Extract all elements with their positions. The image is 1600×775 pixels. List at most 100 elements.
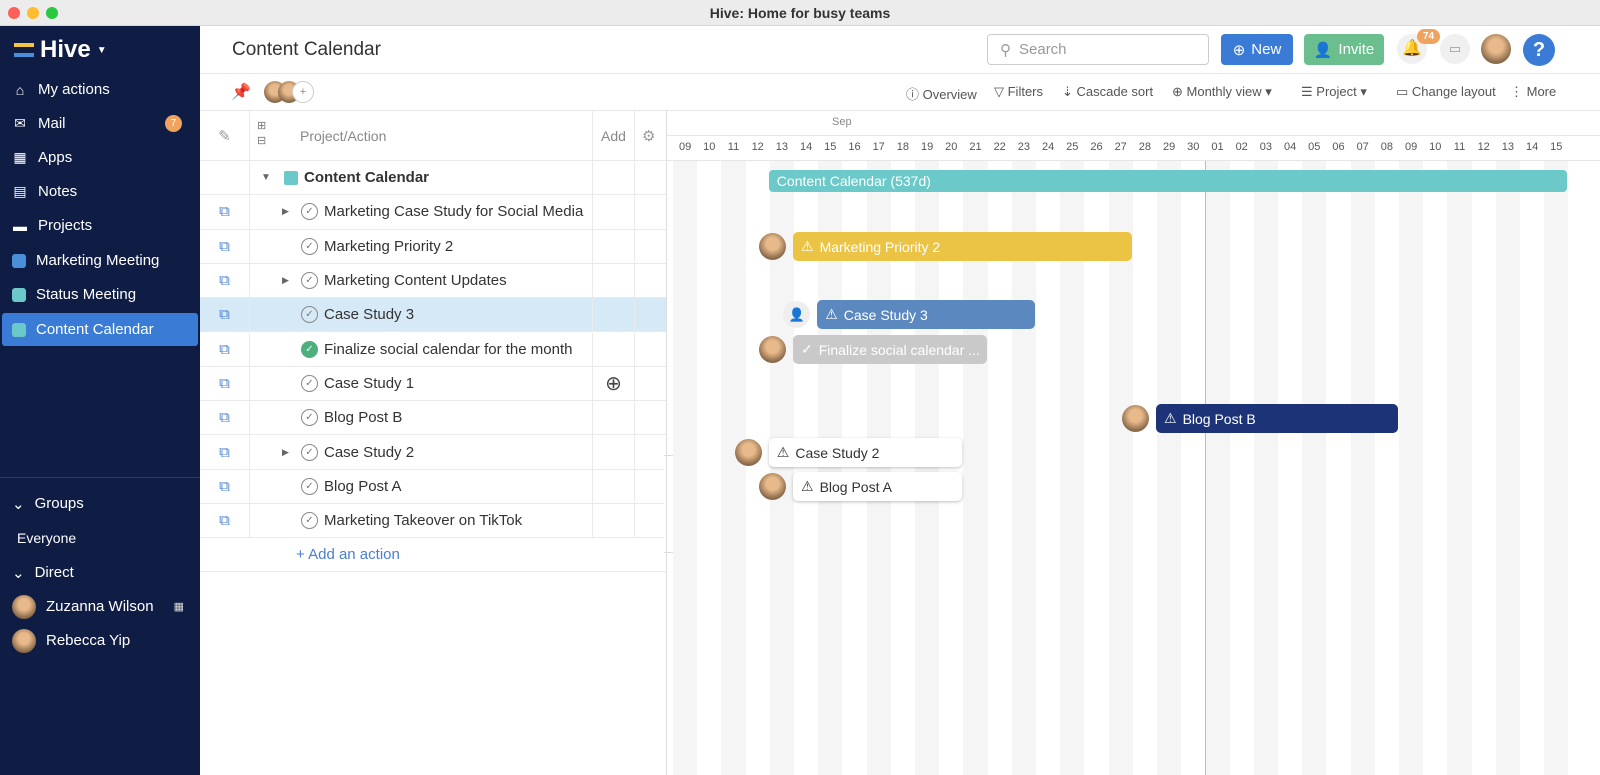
assignee-avatar[interactable] (759, 336, 786, 363)
table-row[interactable]: ⧉ ✓ Marketing Takeover on TikTok (200, 504, 666, 539)
settings-gear-icon[interactable]: ⚙ (642, 127, 656, 145)
open-action-icon[interactable]: ⧉ (200, 504, 250, 538)
action-name[interactable]: Case Study 3 (324, 306, 415, 324)
gantt-bar[interactable]: ⚠ Blog Post B (1156, 404, 1398, 433)
gantt-bar[interactable]: ✓ Finalize social calendar ... (793, 335, 987, 364)
pin-icon[interactable]: 📌 (231, 84, 251, 101)
open-action-icon[interactable]: ⧉ (200, 332, 250, 366)
table-row[interactable]: ⧉ ✓ Case Study 1 ⊕ (200, 366, 666, 402)
action-name[interactable]: Case Study 2 (324, 443, 415, 461)
sidebar-item-apps[interactable]: ▦ Apps (2, 141, 198, 174)
expand-icon[interactable]: ▶ (282, 275, 289, 286)
sidebar-divider[interactable] (0, 477, 200, 478)
sidebar-item-my-actions[interactable]: ⌂ My actions (2, 73, 198, 106)
open-action-icon[interactable]: ⧉ (200, 435, 250, 469)
action-name[interactable]: Marketing Takeover on TikTok (324, 512, 523, 530)
more-button[interactable]: ⋮ More (1510, 84, 1557, 99)
cascade-sort-button[interactable]: ⇣ Cascade sort (1062, 84, 1154, 99)
maximize-window-button[interactable] (46, 7, 58, 19)
assignee-avatar[interactable] (759, 233, 786, 260)
open-action-icon[interactable]: ⧉ (200, 298, 250, 332)
invite-button[interactable]: 👤 Invite (1304, 34, 1384, 65)
check-circle-icon[interactable]: ✓ (301, 374, 318, 392)
completed-check-icon[interactable]: ✓ (301, 340, 318, 358)
gantt-bar[interactable]: ⚠ Case Study 3 (817, 300, 1035, 329)
sidebar-item-projects[interactable]: ▬ Projects (2, 209, 198, 242)
gantt-bar[interactable]: ⚠ Blog Post A (793, 472, 963, 501)
table-row[interactable]: ⧉ ✓ Case Study 3 (200, 298, 666, 333)
check-circle-icon[interactable]: ✓ (301, 477, 318, 495)
unassigned-avatar-icon[interactable]: 👤 (783, 301, 811, 328)
gantt-bar[interactable]: ⚠ Marketing Priority 2 (793, 232, 1132, 261)
add-cell[interactable] (592, 229, 635, 263)
assignee-avatar[interactable] (759, 473, 786, 500)
add-action-row[interactable]: + Add an action (200, 538, 666, 573)
user-avatar[interactable] (1481, 34, 1511, 64)
minimize-window-button[interactable] (27, 7, 39, 19)
add-circle-icon[interactable]: ⊕ (605, 372, 622, 395)
project-dropdown[interactable]: ☰ Project ▾ (1301, 84, 1367, 99)
sidebar-item-content-calendar[interactable]: Content Calendar (2, 313, 198, 346)
check-circle-icon[interactable]: ✓ (301, 512, 318, 530)
action-name[interactable]: Finalize social calendar for the month (324, 340, 573, 358)
table-row[interactable]: ⧉ ✓ Finalize social calendar for the month (200, 332, 666, 367)
help-button[interactable]: ? (1523, 34, 1555, 66)
assignee-avatar[interactable] (1122, 405, 1149, 432)
new-button[interactable]: ⊕ New (1221, 34, 1293, 65)
open-action-icon[interactable]: ⧉ (200, 366, 250, 401)
add-cell[interactable]: ⊕ (592, 366, 635, 401)
expand-icon[interactable]: ▶ (282, 446, 289, 457)
check-circle-icon[interactable]: ✓ (301, 443, 318, 461)
sidebar-item-notes[interactable]: ▤ Notes (2, 175, 198, 208)
action-name[interactable]: Blog Post B (324, 409, 403, 427)
table-row[interactable]: ⧉ ▶ ✓ Case Study 2 (200, 435, 666, 470)
add-cell[interactable] (592, 401, 635, 435)
sidebar-item-status-meeting[interactable]: Status Meeting (2, 278, 198, 311)
gantt-bar[interactable]: Content Calendar (537d) (768, 170, 1568, 192)
table-row[interactable]: ⧉ ✓ Blog Post B (200, 401, 666, 436)
column-header-add[interactable]: Add (592, 111, 635, 160)
filters-button[interactable]: ▽ Filters (994, 84, 1043, 99)
add-cell[interactable] (592, 298, 635, 332)
change-layout-button[interactable]: ▭ Change layout (1396, 84, 1496, 99)
direct-item-zuzanna[interactable]: Zuzanna Wilson ▦ (2, 590, 198, 623)
open-action-icon[interactable]: ⧉ (200, 263, 250, 298)
table-row[interactable]: ⧉ ▶ ✓ Marketing Content Updates (200, 263, 666, 299)
sidebar-item-marketing-meeting[interactable]: Marketing Meeting (2, 244, 198, 277)
action-name[interactable]: Marketing Case Study for Social Media (324, 203, 584, 221)
expand-collapse-all-icon[interactable]: ⊞ ⊟ (257, 120, 267, 147)
add-cell[interactable] (592, 435, 635, 469)
expand-icon[interactable]: ▶ (282, 206, 289, 217)
close-window-button[interactable] (8, 7, 20, 19)
groups-section-toggle[interactable]: ⌄ Groups (2, 487, 198, 520)
calendar-icon[interactable]: ▭ (1440, 34, 1470, 64)
action-name[interactable]: Marketing Content Updates (324, 272, 507, 290)
add-cell[interactable] (592, 332, 635, 366)
open-action-icon[interactable]: ⧉ (200, 195, 250, 229)
add-cell[interactable] (592, 469, 635, 503)
direct-item-rebecca[interactable]: Rebecca Yip (2, 624, 198, 657)
check-circle-icon[interactable]: ✓ (301, 203, 318, 221)
edit-icon[interactable]: ✎ (200, 111, 250, 160)
add-action-link[interactable]: + Add an action (296, 546, 400, 564)
workspace-logo[interactable]: Hive ▼ (14, 36, 107, 64)
add-cell[interactable] (592, 504, 635, 538)
open-action-icon[interactable]: ⧉ (200, 401, 250, 435)
collapse-icon[interactable]: ▼ (261, 172, 271, 184)
check-circle-icon[interactable]: ✓ (301, 306, 318, 324)
add-member-icon[interactable]: + (292, 81, 314, 103)
table-row[interactable]: ⧉ ✓ Blog Post A (200, 469, 666, 504)
check-circle-icon[interactable]: ✓ (301, 272, 318, 290)
action-name[interactable]: Marketing Priority 2 (324, 237, 454, 255)
action-name[interactable]: Blog Post A (324, 477, 402, 495)
add-cell[interactable] (592, 195, 635, 229)
overview-button[interactable]: ⓘ Overview (906, 87, 977, 102)
action-name[interactable]: Case Study 1 (324, 374, 415, 392)
monthly-view-dropdown[interactable]: ⊕ Monthly view ▾ (1172, 84, 1272, 99)
assignee-avatar[interactable] (734, 439, 762, 466)
gantt-bar[interactable]: ⚠ Case Study 2 (768, 438, 963, 467)
table-row[interactable]: ⧉ ▶ ✓ Marketing Case Study for Social Media (200, 195, 666, 230)
sidebar-item-mail[interactable]: ✉ Mail 7 (2, 107, 198, 140)
group-row[interactable]: ▼ Content Calendar (200, 161, 666, 196)
open-action-icon[interactable]: ⧉ (200, 469, 250, 503)
